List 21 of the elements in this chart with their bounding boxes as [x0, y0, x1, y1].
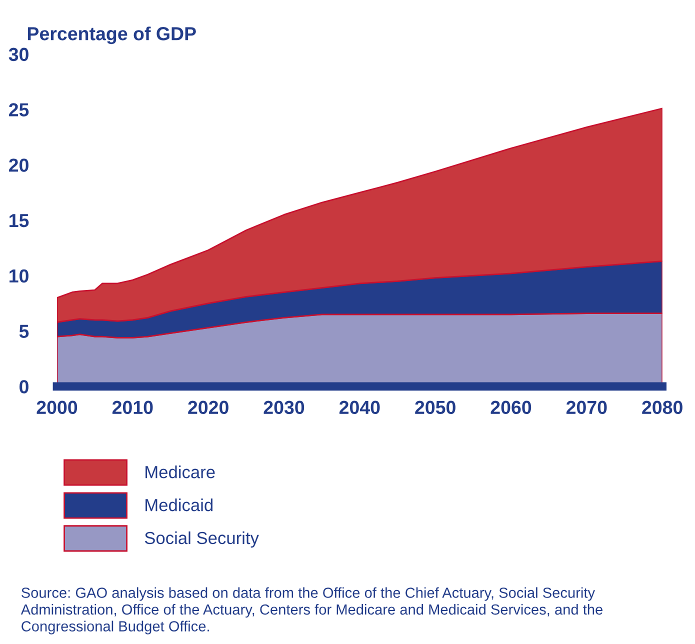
y-tick-label: 10 [10, 269, 28, 283]
y-tick-label: 30 [8, 48, 28, 62]
x-tick-label: 2040 [339, 400, 380, 414]
x-tick-label: 2000 [36, 400, 78, 414]
y-tick-label: 0 [20, 380, 28, 394]
x-tick-label: 2020 [188, 400, 228, 414]
x-tick-label: 2050 [415, 400, 456, 414]
x-tick-label: 2010 [112, 400, 153, 414]
legend-label: Medicaid [146, 498, 212, 512]
x-tick-label: 2080 [642, 400, 682, 414]
y-axis-title: Percentage of GDP [28, 26, 196, 44]
x-tick-label: 2030 [264, 400, 304, 414]
y-tick-label: 15 [10, 214, 29, 228]
y-tick-label: 5 [19, 324, 29, 338]
x-tick-label: 2060 [490, 400, 532, 414]
x-tick-label: 2070 [566, 400, 607, 414]
legend-label: Medicare [146, 466, 215, 478]
legend-label: Social Security [144, 531, 259, 548]
y-tick-label: 20 [9, 158, 28, 172]
source-note: Source: GAO analysis based on data from the Office of the Chief Actuary, Social Security Administration, Office of the Actuary, Centers for Medicare and Medicaid Services, and the Congressional Budget Office. [20, 587, 602, 634]
y-tick-label: 25 [9, 103, 29, 116]
